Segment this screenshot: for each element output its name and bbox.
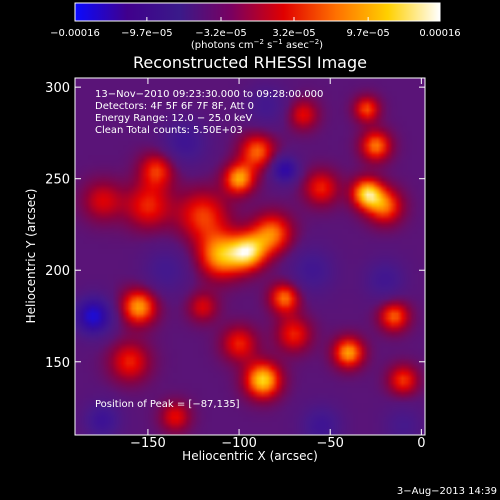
colorbar-tick-label: 0.00016	[419, 28, 460, 39]
y-tick-label: 200	[45, 264, 70, 279]
y-tick-label: 300	[45, 81, 70, 96]
annotation-detectors: Detectors: 4F 5F 6F 7F 8F, Att 0	[95, 101, 254, 112]
colorbar: −0.00016 −9.7e−05 −3.2e−05 3.2e−05 9.7e−05 0.…	[50, 2, 461, 51]
colorbar-tick-label: −0.00016	[50, 28, 100, 39]
colorbar-tick-label: −3.2e−05	[195, 28, 247, 39]
x-tick-label: −100	[221, 436, 257, 451]
y-tick-label: 250	[45, 173, 70, 188]
annotation-energy-range: Energy Range: 12.0 − 25.0 keV	[95, 113, 252, 124]
annotation-time-range: 13−Nov−2010 09:23:30.000 to 09:28:00.000	[95, 89, 323, 100]
x-tick-label: −50	[316, 436, 343, 451]
annotation-peak-position: Position of Peak = [−87,135]	[95, 399, 240, 410]
chart-title: Reconstructed RHESSI Image	[133, 53, 367, 72]
x-axis-ticks: −150 −100 −50 0	[130, 78, 425, 451]
colorbar-tick-label: 3.2e−05	[272, 28, 315, 39]
y-axis-label: Heliocentric Y (arcsec)	[24, 189, 38, 324]
colorbar-ticks: −0.00016 −9.7e−05 −3.2e−05 3.2e−05 9.7e−05 0.…	[50, 17, 461, 39]
date-stamp: 3−Aug−2013 14:39	[397, 486, 497, 497]
x-tick-label: 0	[417, 436, 425, 451]
x-axis-label: Heliocentric X (arcsec)	[182, 449, 318, 463]
y-tick-label: 150	[45, 356, 70, 371]
y-axis-ticks: 150 200 250 300	[45, 81, 425, 371]
x-tick-label: −150	[130, 436, 166, 451]
colorbar-gradient	[74, 2, 441, 22]
annotation-clean-counts: Clean Total counts: 5.50E+03	[95, 125, 243, 136]
colorbar-tick-label: 9.7e−05	[347, 28, 390, 39]
annotation-block: 13−Nov−2010 09:23:30.000 to 09:28:00.000…	[95, 89, 323, 410]
plot-frame	[74, 77, 426, 436]
heatmap-plot-area	[74, 77, 426, 436]
colorbar-unit-label: (photons cm−2 s−1 asec−2)	[191, 38, 323, 51]
colorbar-tick-label: −9.7e−05	[121, 28, 173, 39]
heatmap-image	[75, 78, 425, 435]
